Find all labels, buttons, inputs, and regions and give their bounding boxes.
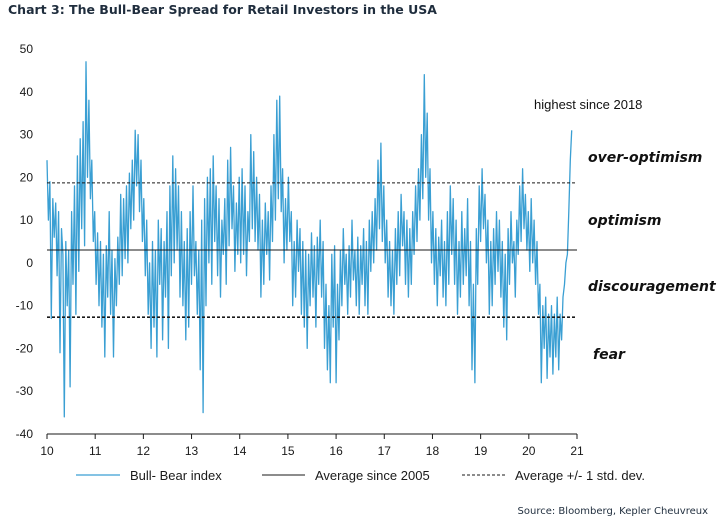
zone-label-optimism: optimism xyxy=(588,213,661,229)
y-tick-label: -30 xyxy=(16,384,34,398)
source-note: Source: Bloomberg, Kepler Cheuvreux xyxy=(517,506,708,517)
zone-label-discouragement: discouragement xyxy=(588,279,717,295)
legend-std-dev-label: Average +/- 1 std. dev. xyxy=(515,468,645,483)
y-tick-label: 50 xyxy=(20,42,34,56)
x-tick-label: 17 xyxy=(378,444,392,458)
y-tick-label: -40 xyxy=(16,427,34,441)
x-tick-label: 10 xyxy=(40,444,54,458)
legend-average-since-2005-label: Average since 2005 xyxy=(315,468,430,483)
x-tick-label: 11 xyxy=(89,444,102,458)
series-line-bull-bear-index xyxy=(46,61,573,418)
plot-area xyxy=(46,61,577,418)
y-tick-label: 30 xyxy=(20,128,34,142)
x-tick-label: 19 xyxy=(474,444,488,458)
legend-bull-bear-index: Bull- Bear index xyxy=(76,468,222,483)
x-tick-label: 13 xyxy=(185,444,199,458)
y-tick-label: -10 xyxy=(16,299,34,313)
zone-labels: over-optimism optimism discouragement fear xyxy=(588,150,717,363)
y-axis: 50 40 30 20 10 0 -10 -20 -30 -40 xyxy=(16,42,34,441)
chart-title: Chart 3: The Bull-Bear Spread for Retail… xyxy=(8,2,437,17)
x-tick-label: 20 xyxy=(522,444,536,458)
legend: Bull- Bear index Average since 2005 Averag… xyxy=(76,468,645,483)
zone-label-over-optimism: over-optimism xyxy=(588,150,702,166)
annotation-highest-since-2018: highest since 2018 xyxy=(534,97,642,112)
legend-std-dev: Average +/- 1 std. dev. xyxy=(462,468,645,483)
x-tick-label: 16 xyxy=(329,444,343,458)
x-tick-label: 15 xyxy=(281,444,295,458)
legend-average-since-2005: Average since 2005 xyxy=(262,468,430,483)
y-tick-label: 20 xyxy=(20,170,34,184)
x-tick-label: 14 xyxy=(233,444,247,458)
y-tick-label: -20 xyxy=(16,341,34,355)
x-tick-label: 18 xyxy=(426,444,440,458)
x-tick-label: 21 xyxy=(570,444,584,458)
y-tick-label: 10 xyxy=(20,213,34,227)
zone-label-fear: fear xyxy=(593,347,626,363)
x-axis: 10 11 12 13 14 15 16 17 18 19 20 21 xyxy=(40,433,584,458)
x-tick-label: 12 xyxy=(137,444,151,458)
legend-bull-bear-index-label: Bull- Bear index xyxy=(130,468,222,483)
y-tick-label: 40 xyxy=(20,85,34,99)
y-tick-label: 0 xyxy=(26,256,33,270)
